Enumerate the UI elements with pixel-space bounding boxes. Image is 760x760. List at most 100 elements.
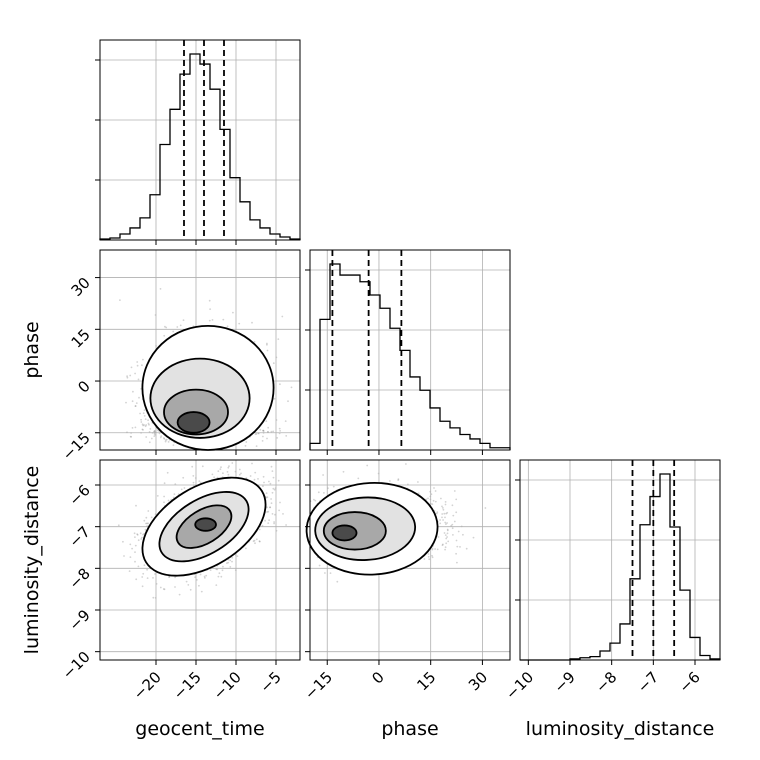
scatter-point [266, 343, 268, 346]
scatter-point [277, 338, 280, 340]
scatter-point [198, 584, 200, 587]
scatter-point [285, 435, 288, 437]
scatter-point [451, 504, 454, 507]
scatter-point [259, 428, 262, 431]
scatter-point [172, 330, 175, 333]
scatter-point [324, 572, 326, 574]
scatter-point [272, 362, 275, 365]
scatter-point [196, 579, 198, 581]
scatter-point [261, 440, 264, 442]
scatter-point [329, 572, 332, 574]
scatter-point [227, 466, 230, 469]
scatter-point [238, 473, 241, 476]
scatter-point [228, 465, 230, 467]
scatter-point [279, 501, 281, 504]
scatter-point [138, 396, 140, 399]
scatter-point [272, 487, 275, 490]
scatter-point [253, 340, 256, 343]
scatter-point [271, 513, 274, 515]
scatter-point [142, 358, 144, 361]
scatter-point [318, 564, 321, 567]
scatter-point [282, 513, 284, 515]
scatter-point [258, 528, 261, 531]
scatter-point [130, 366, 133, 369]
scatter-point [254, 542, 256, 545]
scatter-point [276, 437, 279, 439]
scatter-point [167, 441, 170, 443]
scatter-point [134, 536, 136, 538]
scatter-point [266, 496, 269, 499]
scatter-point [217, 575, 220, 578]
scatter-point [258, 540, 261, 543]
scatter-point [216, 568, 219, 571]
scatter-point [129, 374, 132, 377]
scatter-point [290, 386, 293, 389]
scatter-point [266, 437, 268, 440]
scatter-point [136, 534, 139, 536]
scatter-point [267, 426, 270, 429]
scatter-point [129, 543, 132, 546]
scatter-point [163, 501, 165, 504]
scatter-point [208, 299, 211, 302]
scatter-point [134, 544, 137, 547]
scatter-point [125, 401, 127, 404]
scatter-point [128, 570, 131, 572]
scatter-point [231, 462, 234, 464]
scatter-point [271, 491, 274, 494]
scatter-point [222, 472, 224, 475]
scatter-point [278, 509, 280, 512]
scatter-point [215, 568, 218, 571]
scatter-point [134, 372, 137, 375]
scatter-point [446, 532, 449, 535]
scatter-point [443, 532, 446, 534]
scatter-point [143, 409, 146, 411]
scatter-point [273, 522, 275, 525]
scatter-point [270, 502, 273, 505]
scatter-point [145, 516, 148, 519]
scatter-point [446, 522, 448, 524]
scatter-point [135, 504, 137, 507]
scatter-point [272, 430, 275, 433]
scatter-point [436, 511, 439, 514]
scatter-point [254, 471, 257, 474]
scatter-point [200, 590, 203, 593]
scatter-point [266, 349, 269, 352]
scatter-point [147, 422, 150, 425]
scatter-point [220, 575, 223, 578]
scatter-point [142, 533, 145, 536]
scatter-point [156, 495, 159, 497]
scatter-point [270, 498, 272, 500]
scatter-point [140, 418, 143, 421]
scatter-point [164, 325, 166, 328]
scatter-point [205, 574, 208, 577]
scatter-point [252, 540, 255, 543]
scatter-point [218, 572, 221, 575]
scatter-point [141, 423, 144, 426]
scatter-point [174, 576, 177, 579]
scatter-point [192, 475, 195, 477]
scatter-point [255, 433, 258, 435]
scatter-point [142, 412, 145, 415]
scatter-point [222, 318, 225, 321]
scatter-point [160, 435, 163, 437]
scatter-point [131, 427, 134, 429]
scatter-point [439, 519, 441, 521]
scatter-point [159, 436, 162, 439]
scatter-point [136, 361, 139, 363]
scatter-point [201, 465, 204, 468]
scatter-point [153, 431, 155, 433]
scatter-point [167, 499, 170, 502]
scatter-point [446, 511, 449, 514]
scatter-point [137, 539, 140, 542]
scatter-point [143, 564, 146, 567]
scatter-point [141, 576, 144, 578]
scatter-point [427, 553, 430, 555]
scatter-point [261, 524, 264, 527]
scatter-point [140, 421, 143, 423]
scatter-point [441, 505, 443, 508]
scatter-point [137, 378, 140, 381]
scatter-point [178, 593, 181, 596]
scatter-point [150, 437, 153, 440]
scatter-point [153, 430, 156, 433]
scatter-point [159, 288, 162, 290]
